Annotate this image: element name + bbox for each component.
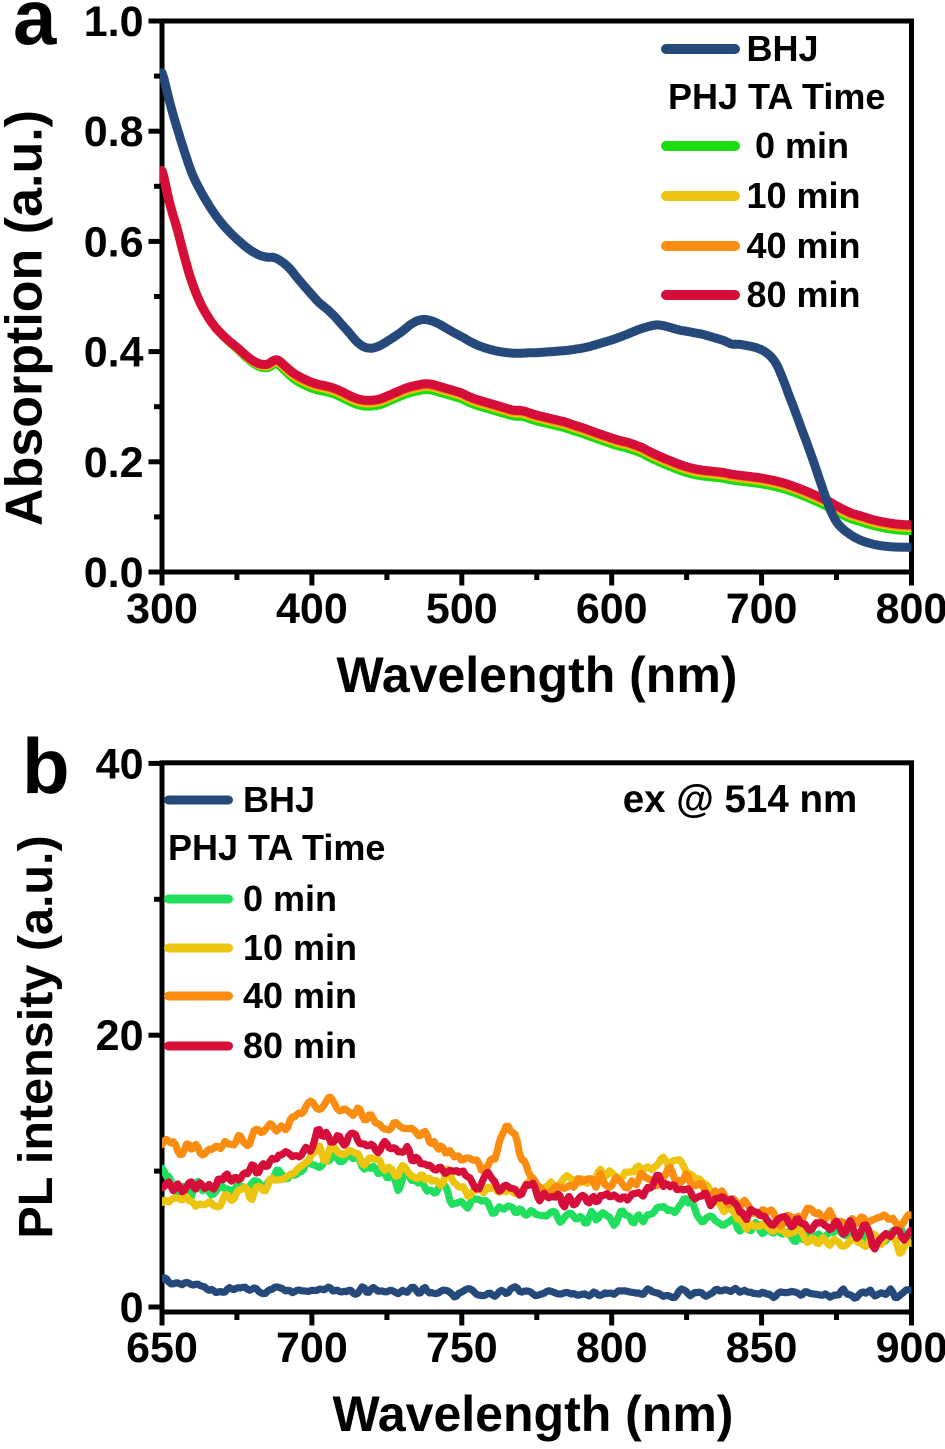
svg-text:300: 300: [126, 585, 198, 633]
svg-text:40 min: 40 min: [243, 975, 357, 1016]
svg-text:ex @ 514 nm: ex @ 514 nm: [623, 778, 857, 821]
svg-text:750: 750: [426, 1324, 498, 1372]
svg-text:PHJ TA Time: PHJ TA Time: [168, 827, 385, 868]
svg-text:0.8: 0.8: [84, 108, 144, 156]
svg-text:800: 800: [576, 1324, 648, 1372]
svg-text:PHJ TA Time: PHJ TA Time: [668, 76, 885, 117]
svg-text:600: 600: [576, 585, 648, 633]
svg-text:700: 700: [726, 585, 798, 633]
svg-text:40 min: 40 min: [747, 225, 861, 266]
svg-text:850: 850: [726, 1324, 798, 1372]
svg-text:0.6: 0.6: [84, 218, 144, 266]
svg-text:0 min: 0 min: [755, 125, 849, 166]
svg-text:10 min: 10 min: [747, 175, 861, 216]
svg-text:700: 700: [276, 1324, 348, 1372]
svg-text:900: 900: [876, 1324, 945, 1372]
svg-text:0.4: 0.4: [84, 329, 144, 377]
svg-text:1.0: 1.0: [84, 0, 144, 46]
svg-text:BHJ: BHJ: [747, 28, 819, 69]
svg-text:Wavelength (nm): Wavelength (nm): [337, 647, 738, 703]
svg-text:b: b: [22, 722, 70, 810]
svg-text:500: 500: [426, 585, 498, 633]
svg-text:0.0: 0.0: [84, 549, 144, 597]
svg-text:0.2: 0.2: [84, 439, 144, 487]
svg-text:20: 20: [96, 1012, 144, 1060]
svg-text:PL intensity (a.u.): PL intensity (a.u.): [9, 835, 63, 1238]
svg-text:0 min: 0 min: [243, 878, 337, 919]
svg-text:Wavelength (nm): Wavelength (nm): [333, 1386, 734, 1442]
svg-text:400: 400: [276, 585, 348, 633]
svg-text:a: a: [13, 0, 57, 61]
svg-text:0: 0: [120, 1284, 144, 1332]
svg-text:BHJ: BHJ: [243, 779, 315, 820]
svg-text:80 min: 80 min: [243, 1025, 357, 1066]
svg-text:10 min: 10 min: [243, 927, 357, 968]
svg-text:800: 800: [876, 585, 945, 633]
svg-text:Absorption (a.u.): Absorption (a.u.): [0, 110, 54, 526]
svg-text:40: 40: [96, 740, 144, 788]
svg-text:80 min: 80 min: [747, 274, 861, 315]
svg-text:650: 650: [126, 1324, 198, 1372]
